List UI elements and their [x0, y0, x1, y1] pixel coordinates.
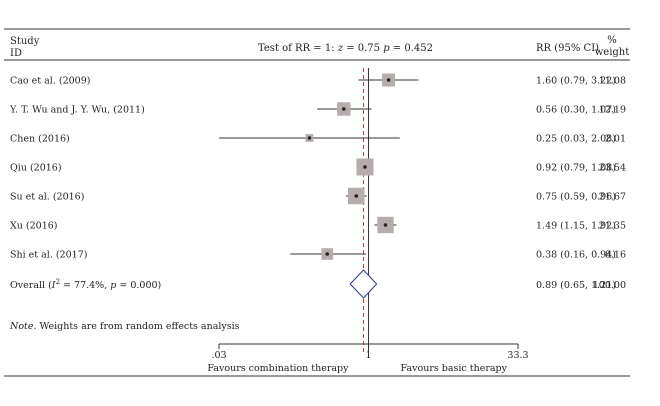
test-header: Test of RR = 1: z = 0.75 p = 0.452	[258, 43, 433, 54]
study-label: Cao et al. (2009)	[10, 76, 90, 87]
point-estimate	[363, 165, 367, 169]
study-weight: 11.08	[599, 76, 626, 87]
study-ci: 1.60 (0.79, 3.22)	[536, 76, 616, 87]
study-ci: 0.25 (0.03, 2.08)	[536, 134, 616, 145]
study-ci: 0.92 (0.79, 1.08)	[536, 163, 616, 174]
study-label: Xu (2016)	[10, 221, 58, 232]
ci-header: RR (95% CI)	[536, 43, 599, 54]
overall-label: Overall (I2 = 77.4%, p = 0.000)	[10, 278, 161, 291]
point-estimate	[325, 252, 330, 256]
overall-ci: 0.89 (0.65, 1.21)	[536, 280, 616, 291]
study-label: Y. T. Wu and J. Y. Wu, (2011)	[9, 105, 145, 116]
id-header: ID	[10, 48, 22, 59]
study-weight: 21.67	[599, 192, 626, 203]
point-estimate	[307, 136, 312, 140]
study-ci: 0.56 (0.30, 1.07)	[536, 105, 616, 116]
study-rows: Cao et al. (2009) 1.60 (0.79, 3.22)11.08 Y…	[9, 73, 626, 261]
point-estimate	[341, 107, 346, 111]
study-label: Shi et al. (2017)	[10, 250, 87, 261]
study-weight: 21.35	[599, 221, 626, 232]
point-estimate	[386, 78, 391, 82]
point-estimate	[354, 194, 359, 198]
study-weight: 2.01	[605, 134, 626, 145]
study-label: Chen (2016)	[10, 134, 70, 145]
study-label: Su et al. (2016)	[10, 192, 84, 203]
favours-left-label: Favours combination therapy	[207, 363, 349, 374]
x-axis: .03 1 33.3	[211, 343, 529, 361]
study-ci: 0.38 (0.16, 0.94)	[536, 250, 616, 261]
favours-right-label: Favours basic therapy	[401, 363, 508, 374]
note: Note. Weights are from random effects an…	[9, 321, 240, 332]
overall-weight: 100.00	[593, 280, 626, 291]
x-tick-label: 33.3	[507, 350, 528, 361]
overall-diamond	[349, 269, 378, 299]
x-tick-label: 1	[365, 350, 371, 361]
weight-header-percent: %	[607, 35, 617, 46]
weight-header-label: weight	[595, 47, 630, 58]
study-header: Study	[10, 36, 40, 47]
x-tick-label: .03	[211, 350, 226, 361]
point-estimate	[383, 223, 388, 227]
study-weight: 12.19	[599, 105, 626, 116]
study-label: Qiu (2016)	[10, 163, 62, 174]
study-ci: 1.49 (1.15, 1.92)	[536, 221, 616, 232]
study-weight: 23.54	[599, 163, 626, 174]
study-weight: 8.16	[605, 250, 626, 261]
study-ci: 0.75 (0.59, 0.96)	[536, 192, 616, 203]
